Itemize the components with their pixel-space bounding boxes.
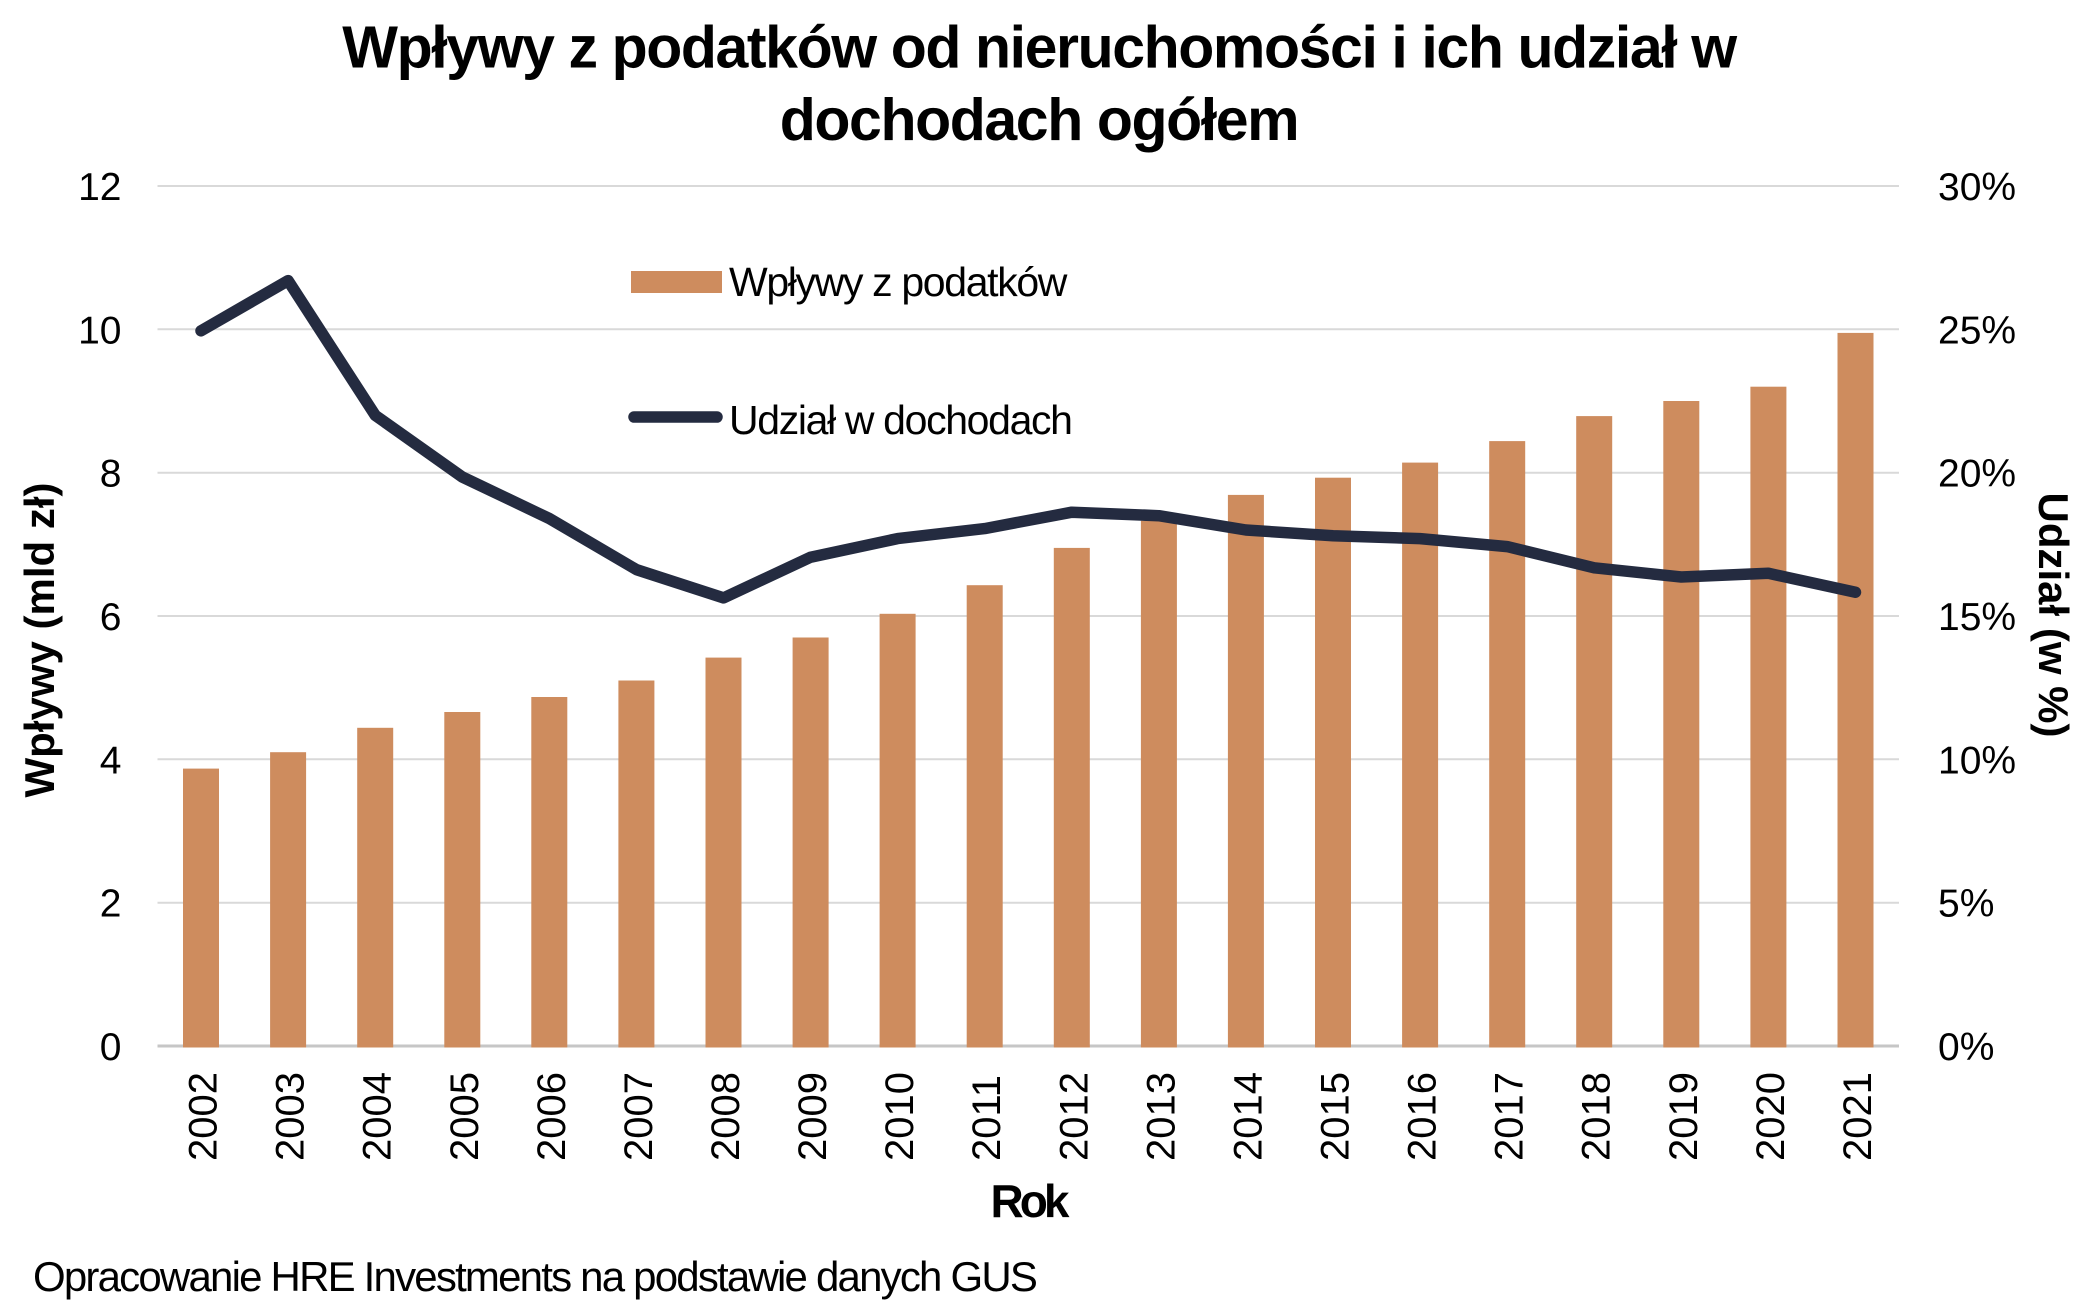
svg-text:2002: 2002 [182, 1072, 226, 1161]
svg-text:2016: 2016 [1401, 1072, 1445, 1161]
svg-text:2021: 2021 [1836, 1072, 1880, 1161]
svg-text:2019: 2019 [1662, 1072, 1706, 1161]
svg-text:2005: 2005 [443, 1072, 487, 1161]
svg-text:2013: 2013 [1139, 1072, 1183, 1161]
svg-text:Wpływy (mld zł): Wpływy (mld zł) [16, 483, 63, 798]
svg-text:Udział (w %): Udział (w %) [2030, 492, 2077, 737]
svg-text:Rok: Rok [991, 1175, 1070, 1227]
svg-text:2015: 2015 [1314, 1072, 1358, 1161]
svg-text:20%: 20% [1938, 453, 2016, 496]
svg-text:2003: 2003 [269, 1072, 313, 1161]
svg-text:30%: 30% [1938, 166, 2016, 209]
svg-text:25%: 25% [1938, 309, 2016, 352]
svg-text:2020: 2020 [1749, 1072, 1793, 1161]
svg-text:15%: 15% [1938, 596, 2016, 639]
svg-text:2012: 2012 [1052, 1072, 1096, 1161]
svg-text:6: 6 [100, 596, 122, 639]
svg-text:2006: 2006 [530, 1072, 574, 1161]
svg-text:2014: 2014 [1226, 1072, 1270, 1161]
svg-text:2017: 2017 [1488, 1072, 1532, 1161]
svg-text:Wpływy z podatków: Wpływy z podatków [729, 259, 1068, 305]
svg-text:Opracowanie HRE Investments na: Opracowanie HRE Investments na podstawie… [33, 1253, 1037, 1300]
svg-text:Wpływy z podatków od nieruchom: Wpływy z podatków od nieruchomości i ich… [342, 15, 1737, 81]
svg-text:2010: 2010 [878, 1072, 922, 1161]
svg-text:2018: 2018 [1575, 1072, 1619, 1161]
svg-text:4: 4 [100, 739, 122, 782]
svg-text:8: 8 [100, 453, 122, 496]
svg-text:2011: 2011 [965, 1075, 1009, 1161]
svg-text:10%: 10% [1938, 739, 2016, 782]
svg-text:5%: 5% [1938, 883, 1994, 926]
svg-text:2009: 2009 [791, 1072, 835, 1161]
svg-text:2007: 2007 [617, 1072, 661, 1161]
svg-text:0: 0 [100, 1026, 122, 1069]
svg-text:2004: 2004 [356, 1072, 400, 1161]
svg-text:12: 12 [78, 166, 121, 209]
svg-text:2: 2 [100, 883, 122, 926]
svg-text:Udział w dochodach: Udział w dochodach [729, 397, 1072, 443]
svg-text:10: 10 [78, 309, 121, 352]
svg-text:2008: 2008 [704, 1072, 748, 1161]
svg-text:dochodach ogółem: dochodach ogółem [780, 87, 1298, 153]
svg-text:0%: 0% [1938, 1026, 1994, 1069]
